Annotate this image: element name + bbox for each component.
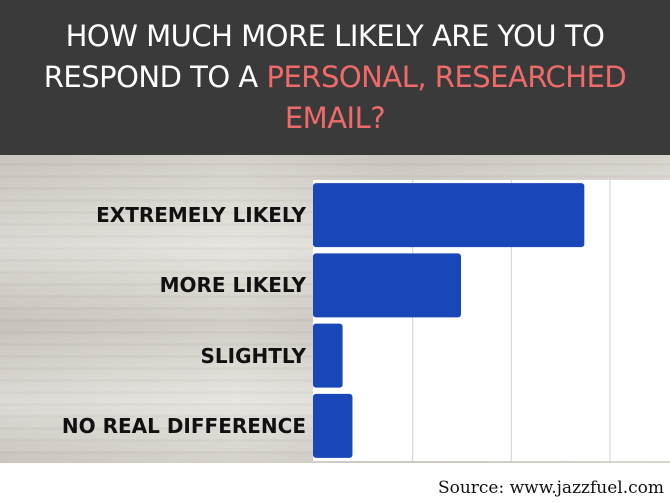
bar-chart	[313, 180, 611, 461]
category-label: MORE LIKELY	[159, 273, 306, 298]
category-label: SLIGHTLY	[200, 343, 307, 368]
title-line1: HOW MUCH MORE LIKELY ARE YOU TO	[65, 19, 605, 53]
bar-more-likely	[313, 253, 461, 318]
title-line3-accent: EMAIL?	[284, 101, 386, 135]
title-line2-accent: PERSONAL, RESEARCHED	[266, 60, 627, 94]
source-credit: Source: www.jazzfuel.com	[437, 478, 664, 498]
category-label: EXTREMELY LIKELY	[96, 203, 306, 228]
plot-area	[313, 180, 670, 461]
header-banner: HOW MUCH MORE LIKELY ARE YOU TO RESPOND …	[0, 0, 670, 155]
bar-slightly	[313, 323, 343, 388]
chart-title: HOW MUCH MORE LIKELY ARE YOU TO RESPOND …	[15, 16, 655, 139]
bar-no-real-difference	[313, 393, 353, 458]
title-line2-prefix: RESPOND TO A	[43, 60, 267, 94]
bar-extremely-likely	[313, 183, 585, 248]
category-label: NO REAL DIFFERENCE	[61, 413, 306, 438]
